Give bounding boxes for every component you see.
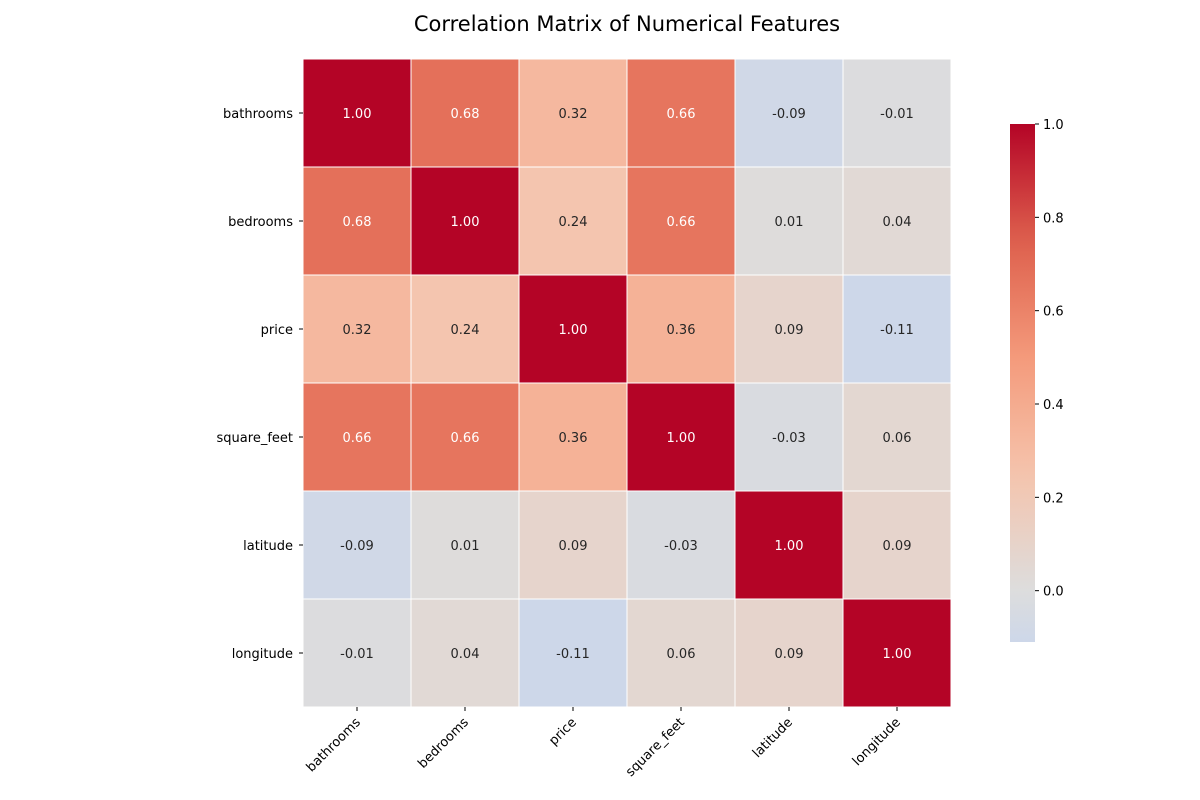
cell-value-label: -0.01 xyxy=(880,107,914,122)
heatmap-cell-square_feet-bedrooms xyxy=(410,382,520,492)
heatmap-cell-price-longitude xyxy=(842,274,952,384)
cell-value-label: 0.06 xyxy=(883,431,912,446)
column-tick-label: bathrooms xyxy=(304,715,364,775)
heatmap-cell-square_feet-price xyxy=(518,382,628,492)
cell-value-label: 0.09 xyxy=(775,323,804,338)
heatmap-cell-bedrooms-bedrooms xyxy=(410,166,520,276)
colorbar-tick-label: 0.0 xyxy=(1043,585,1064,600)
cell-value-label: 0.09 xyxy=(775,647,804,662)
cell-value-label: -0.11 xyxy=(880,323,914,338)
column-tick-label: price xyxy=(546,715,579,748)
heatmap-cell-bathrooms-square_feet xyxy=(626,58,736,168)
column-tick-label: bedrooms xyxy=(415,715,472,772)
row-tick-label: latitude xyxy=(243,539,293,554)
column-tick-labels: bathrooms bedrooms price square_feet latitud… xyxy=(304,707,904,780)
cell-value-label: 0.66 xyxy=(451,431,480,446)
heatmap-cell-latitude-price xyxy=(518,490,628,600)
cell-value-label: 0.36 xyxy=(559,431,588,446)
heatmap-cell-price-square_feet xyxy=(626,274,736,384)
cell-value-label: 0.66 xyxy=(343,431,372,446)
colorbar-tick-label: 0.6 xyxy=(1043,305,1064,320)
row-tick-label: longitude xyxy=(232,647,293,662)
cell-value-label: 0.66 xyxy=(667,215,696,230)
row-tick-label: price xyxy=(261,323,293,338)
chart-title: Correlation Matrix of Numerical Features xyxy=(414,12,840,36)
cell-value-label: 1.00 xyxy=(559,323,588,338)
heatmap-cell-latitude-longitude xyxy=(842,490,952,600)
cell-value-label: 0.06 xyxy=(667,647,696,662)
heatmap-cell-longitude-latitude xyxy=(734,598,844,708)
heatmap-cell-bathrooms-longitude xyxy=(842,58,952,168)
row-tick-label: bedrooms xyxy=(228,215,293,230)
heatmap-cell-square_feet-longitude xyxy=(842,382,952,492)
colorbar-tick-label: 0.4 xyxy=(1043,398,1064,413)
heatmap-cell-latitude-square_feet xyxy=(626,490,736,600)
cell-value-label: 0.68 xyxy=(343,215,372,230)
cell-value-label: 0.04 xyxy=(451,647,480,662)
cell-value-label: -0.09 xyxy=(340,539,374,554)
heatmap-cell-latitude-bathrooms xyxy=(302,490,412,600)
heatmap-cell-price-bathrooms xyxy=(302,274,412,384)
cell-value-label: -0.03 xyxy=(772,431,806,446)
cell-value-label: -0.09 xyxy=(772,107,806,122)
heatmap-cell-price-bedrooms xyxy=(410,274,520,384)
heatmap-cell-longitude-bathrooms xyxy=(302,598,412,708)
row-tick-label: bathrooms xyxy=(223,107,293,122)
heatmap-cell-price-latitude xyxy=(734,274,844,384)
heatmap-cell-bathrooms-latitude xyxy=(734,58,844,168)
column-tick-label: latitude xyxy=(750,715,796,761)
cell-value-label: 0.68 xyxy=(451,107,480,122)
cell-value-label: 1.00 xyxy=(667,431,696,446)
cell-value-label: 0.36 xyxy=(667,323,696,338)
cell-value-label: 1.00 xyxy=(343,107,372,122)
row-tick-labels: bathrooms bedrooms price square_feetlatitud… xyxy=(217,107,303,662)
heatmap-cell-longitude-longitude xyxy=(842,598,952,708)
heatmap-cell-bathrooms-bedrooms xyxy=(410,58,520,168)
row-tick-label: square_feet xyxy=(217,431,293,446)
cell-value-label: 0.24 xyxy=(451,323,480,338)
column-tick-label: longitude xyxy=(850,715,904,769)
cell-value-label: 0.32 xyxy=(559,107,588,122)
cell-value-label: 1.00 xyxy=(883,647,912,662)
heatmap-cell-price-price xyxy=(518,274,628,384)
cell-value-label: -0.11 xyxy=(556,647,590,662)
heatmap-cell-labels: 1.00 0.68 0.32 0.66 -0.09 -0.01 0.68 1.00 0.24 0.… xyxy=(340,107,914,662)
column-tick-label: square_feet xyxy=(623,715,688,780)
heatmap-cell-bedrooms-longitude xyxy=(842,166,952,276)
heatmap-cell-square_feet-latitude xyxy=(734,382,844,492)
cell-value-label: 0.66 xyxy=(667,107,696,122)
heatmap-cell-square_feet-square_feet xyxy=(626,382,736,492)
colorbar: 0.0 0.2 0.4 0.6 0.8 1.0 xyxy=(1010,118,1064,642)
colorbar-tick-label: 0.8 xyxy=(1043,211,1064,226)
heatmap-cell-latitude-latitude xyxy=(734,490,844,600)
cell-value-label: 1.00 xyxy=(775,539,804,554)
cell-value-label: 0.09 xyxy=(883,539,912,554)
cell-value-label: 0.01 xyxy=(775,215,804,230)
cell-value-label: 0.04 xyxy=(883,215,912,230)
cell-value-label: -0.03 xyxy=(664,539,698,554)
cell-value-label: 0.24 xyxy=(559,215,588,230)
colorbar-gradient xyxy=(1010,124,1035,642)
cell-value-label: 1.00 xyxy=(451,215,480,230)
cell-value-label: 0.01 xyxy=(451,539,480,554)
cell-value-label: 0.32 xyxy=(343,323,372,338)
heatmap-cell-bathrooms-price xyxy=(518,58,628,168)
colorbar-tick-label: 0.2 xyxy=(1043,491,1064,506)
cell-value-label: -0.01 xyxy=(340,647,374,662)
heatmap-cell-bathrooms-bathrooms xyxy=(302,58,412,168)
heatmap-cell-bedrooms-square_feet xyxy=(626,166,736,276)
cell-value-label: 0.09 xyxy=(559,539,588,554)
heatmap-cell-square_feet-bathrooms xyxy=(302,382,412,492)
heatmap-cells xyxy=(302,58,952,708)
colorbar-tick-label: 1.0 xyxy=(1043,118,1064,133)
